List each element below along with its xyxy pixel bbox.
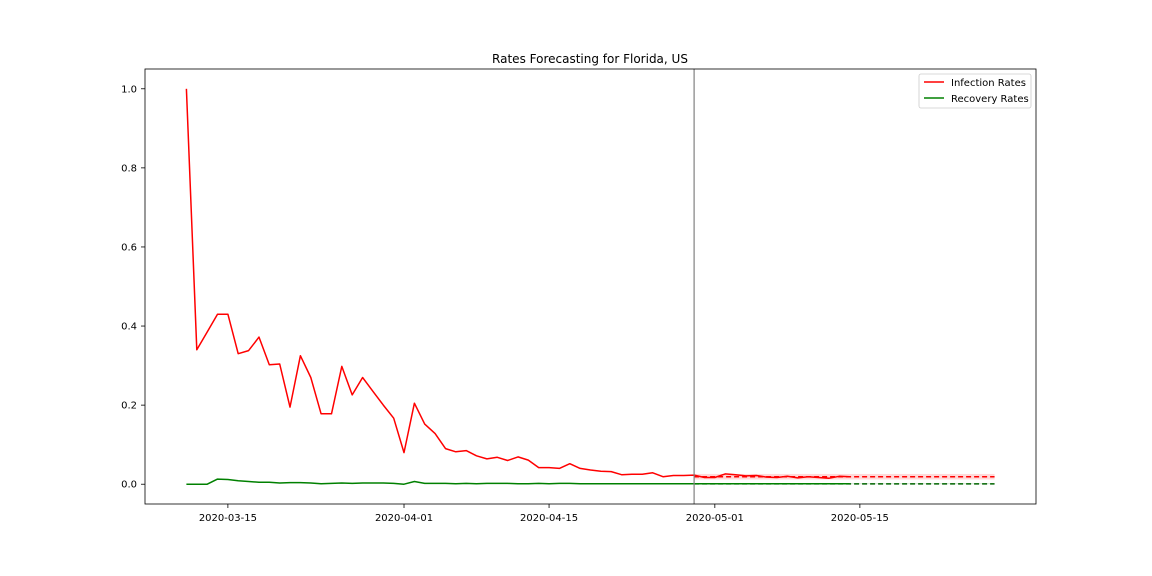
- legend: Infection Rates Recovery Rates: [918, 73, 1032, 109]
- recovery-rates-line: [186, 478, 850, 485]
- x-tick-label: 2020-04-01: [375, 513, 433, 524]
- legend-box: [918, 73, 1032, 109]
- y-tick-label: 0.2: [121, 401, 137, 412]
- y-tick-label: 0.0: [121, 480, 137, 491]
- legend-infection-label: Infection Rates: [951, 78, 1026, 89]
- x-tick-label: 2020-04-15: [520, 513, 578, 524]
- legend-recovery-label: Recovery Rates: [951, 94, 1029, 105]
- y-tick-label: 0.8: [121, 163, 137, 174]
- x-tick-label: 2020-03-15: [199, 513, 257, 524]
- y-tick-label: 1.0: [121, 84, 137, 95]
- y-tick-label: 0.4: [121, 322, 137, 333]
- chart-title: Rates Forecasting for Florida, US: [492, 52, 688, 66]
- series-layer: [185, 88, 850, 485]
- infection-rates-line: [185, 88, 850, 480]
- plot-frame: [144, 68, 1037, 505]
- x-axis: 2020-03-15 2020-04-01 2020-04-15 2020-05-01…: [199, 504, 889, 524]
- x-tick-label: 2020-05-01: [686, 513, 744, 524]
- y-axis: 0.0 0.2 0.4 0.6 0.8 1.0: [121, 84, 145, 491]
- y-tick-label: 0.6: [121, 242, 137, 253]
- x-tick-label: 2020-05-15: [831, 513, 889, 524]
